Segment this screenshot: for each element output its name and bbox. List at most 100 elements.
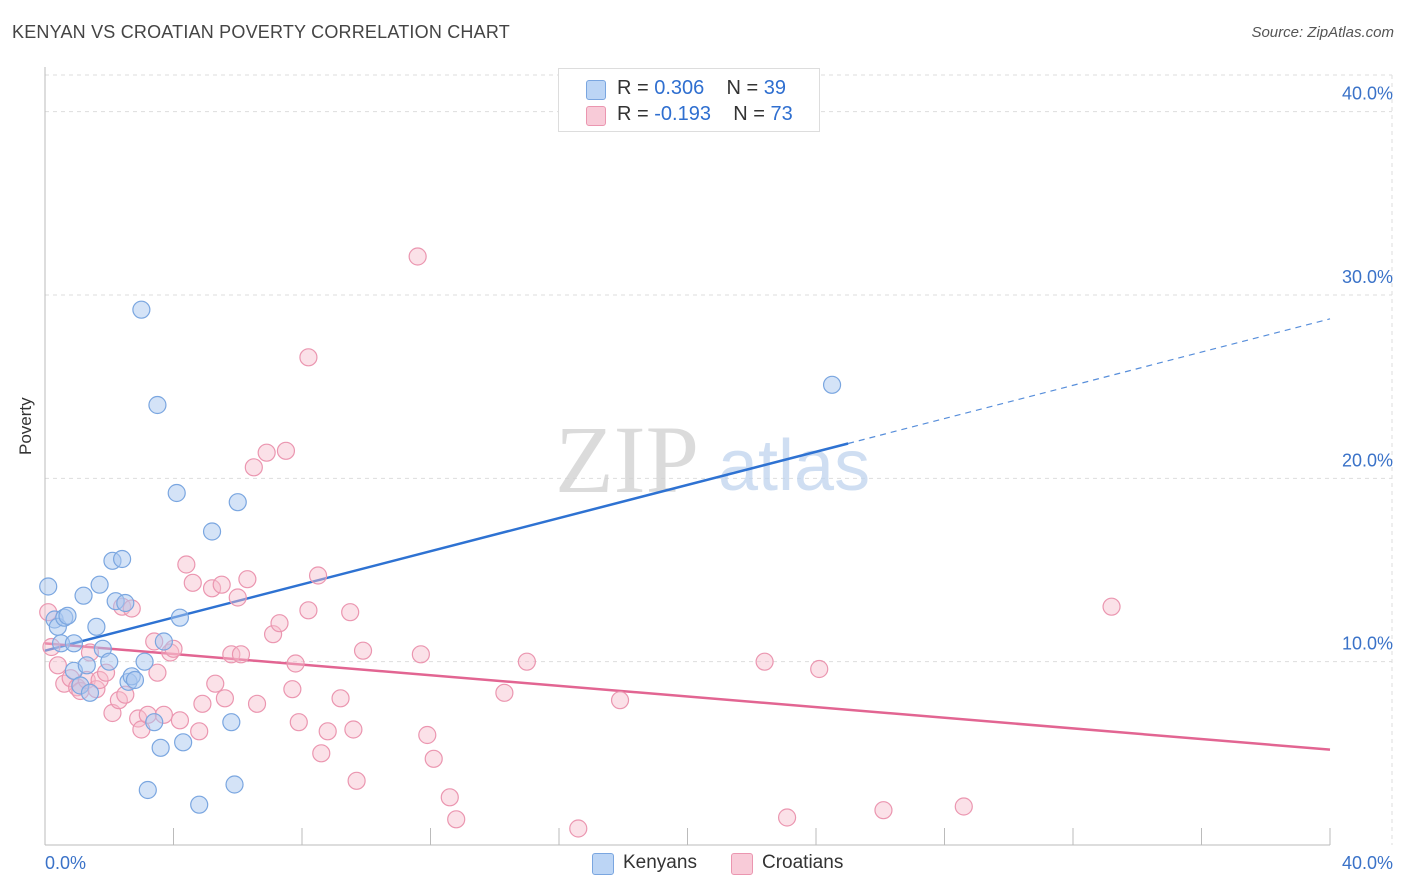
croatian-point [177,555,196,574]
croatian-point [283,680,302,699]
y-tick-labels: 10.0% 20.0% 30.0% 40.0% [1342,84,1393,654]
kenyan-trend-line [44,442,849,652]
croatian-point [276,441,296,460]
y-tick-label: 10.0% [1342,634,1393,654]
kenyan-swatch [586,80,606,100]
croatian-point [755,652,774,671]
kenyan-point [822,375,842,394]
legend-r-value: -0.193 [654,103,711,125]
kenyan-point [174,733,193,752]
gridlines [45,74,1393,845]
croatian-swatch [586,106,606,126]
croatian-point [244,458,263,477]
legend-n-label: N = [733,103,765,125]
croatian-points [39,247,1121,838]
legend-kenyans-label: Kenyans [623,852,697,873]
legend-r-label: R = [617,77,649,99]
croatian-point [344,720,363,739]
kenyan-point [135,652,154,671]
croatian-point [286,654,305,673]
legend-n-value: 73 [770,103,793,125]
croatian-point [341,603,360,622]
croatian-point [517,652,536,671]
croatian-point [222,645,241,664]
croatian-point [289,713,308,732]
croatian-point [495,683,514,702]
kenyan-point [138,780,157,800]
croatian-point [90,670,109,690]
kenyan-point [100,652,119,671]
croatian-point [206,674,225,693]
croatian-point [190,722,209,741]
kenyan-point [145,713,164,732]
kenyan-point [154,632,173,651]
kenyan-point [190,795,209,814]
kenyan-point [112,549,132,569]
source-credit: Source: ZipAtlas.com [1251,24,1394,41]
croatian-point [408,247,427,266]
legend-n-label: N = [726,77,759,99]
trend-lines [44,318,1331,751]
croatian-point [238,570,257,589]
croatian-point [569,819,588,838]
legend-croatians-label: Croatians [762,852,844,873]
croatian-point [347,771,366,790]
croatian-point [148,663,167,682]
kenyan-point [90,575,109,594]
kenyan-point [228,493,247,512]
axes [44,67,1331,846]
watermark-zip: ZIP [555,406,699,513]
croatian-point [299,348,318,367]
croatian-point [331,689,350,708]
croatian-point [308,566,328,585]
kenyan-point [80,683,100,702]
croatian-point [247,694,267,713]
kenyan-point [77,656,96,675]
croatian-point [215,689,234,708]
croatian-point [777,808,797,827]
croatian-point [874,801,893,820]
kenyan-swatch [592,853,614,875]
correlation-legend: R = 0.306 N = 39 R = -0.193 N = 73 [558,68,820,132]
kenyan-point [202,522,222,541]
kenyan-point [39,577,58,596]
croatian-point [318,722,337,741]
kenyan-point [151,738,170,757]
croatian-point [810,659,829,679]
croatian-point [418,725,437,745]
legend-r-value: 0.306 [654,77,705,99]
croatian-point [202,579,222,598]
kenyan-point [225,775,244,794]
legend-n-value: 39 [763,77,787,99]
y-axis-label: Poverty [16,397,35,455]
croatian-point [257,443,276,462]
kenyan-point [58,606,77,625]
kenyan-point [116,593,135,613]
kenyan-point [222,713,241,732]
y-tick-label: 20.0% [1342,450,1393,470]
croatian-point [170,711,190,730]
kenyan-point [132,300,151,319]
croatian-point [411,645,430,664]
croatian-swatch [731,853,753,875]
y-tick-label: 30.0% [1342,267,1393,287]
croatian-point [231,645,251,664]
kenyan-point [170,608,190,627]
croatian-point [270,614,289,633]
x-tick-labels: 0.0% 40.0% [45,853,1393,873]
croatian-point [447,810,466,829]
croatian-point [212,575,231,594]
x-tick-label: 0.0% [45,853,86,873]
kenyan-point [64,634,84,653]
y-tick-label: 40.0% [1342,84,1393,104]
chart-title: KENYAN VS CROATIAN POVERTY CORRELATION C… [12,22,510,42]
x-tick-label: 40.0% [1342,853,1393,873]
legend-r-label: R = [617,103,649,125]
kenyan-point [148,395,167,415]
croatian-point [299,601,318,620]
croatian-point [610,691,630,710]
croatian-point [183,573,202,592]
kenyan-points [39,300,842,814]
croatian-point [353,641,373,660]
